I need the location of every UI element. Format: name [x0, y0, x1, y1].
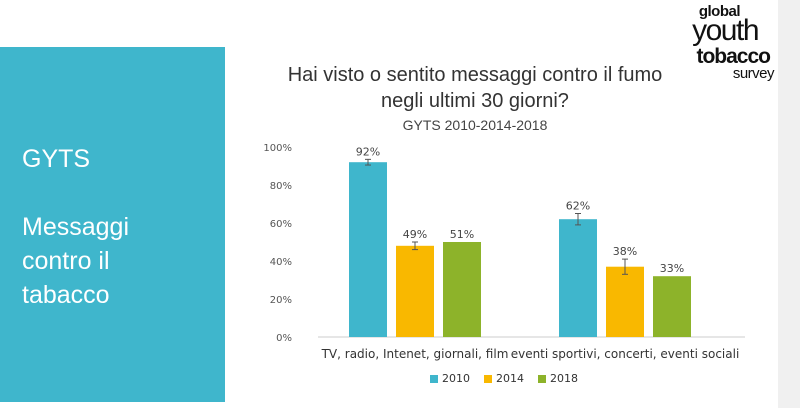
bar-2010-cat1 — [559, 219, 597, 337]
bar-2018-cat0 — [443, 242, 481, 337]
legend-label-2014: 2014 — [496, 372, 524, 385]
data-label: 92% — [356, 145, 380, 158]
bar-2014-cat0 — [396, 245, 434, 337]
legend-swatch-2018 — [538, 374, 546, 383]
legend-swatch-2010 — [430, 374, 438, 383]
bar-2018-cat1 — [653, 276, 691, 337]
legend-item-2014: 2014 — [484, 372, 524, 385]
chart-subtitle: GYTS 2010-2014-2018 — [402, 117, 548, 133]
category-label: eventi sportivi, concerti, eventi social… — [511, 347, 740, 361]
data-label: 38% — [613, 245, 637, 258]
y-tick-label: 40% — [270, 257, 292, 268]
logo-line-global: global — [698, 3, 741, 20]
y-tick-label: 0% — [276, 333, 292, 344]
chart-title-line2: negli ultimi 30 giorni? — [381, 90, 569, 112]
logo-line-tobacco: tobacco — [696, 45, 771, 68]
bar-2010-cat0 — [349, 162, 387, 337]
logo-line-youth: youth — [692, 14, 759, 47]
logo-line-survey: survey — [732, 65, 775, 82]
y-tick-label: 20% — [270, 295, 292, 306]
legend-swatch-2014 — [484, 374, 492, 383]
data-label: 49% — [403, 228, 427, 241]
gyts-logo: global youth tobacco survey — [676, 4, 776, 86]
sidebar-text: GYTS Messaggi contro il tabacco — [22, 142, 192, 312]
category-label: TV, radio, Intenet, giornali, film — [321, 347, 509, 361]
sidebar-panel: GYTS Messaggi contro il tabacco — [0, 47, 225, 402]
sidebar-subtitle: Messaggi contro il tabacco — [22, 213, 129, 309]
sidebar-title: GYTS — [22, 145, 91, 173]
legend-label-2018: 2018 — [550, 372, 578, 385]
y-tick-label: 80% — [270, 181, 292, 192]
legend-item-2010: 2010 — [430, 372, 470, 385]
data-label: 33% — [660, 262, 684, 275]
chart-title: Hai visto o sentito messaggi contro il f… — [287, 64, 663, 86]
data-label: 62% — [566, 200, 590, 213]
legend-label-2010: 2010 — [442, 372, 470, 385]
y-tick-label: 60% — [270, 219, 292, 230]
legend-item-2018: 2018 — [538, 372, 578, 385]
chart-legend: 2010 2014 2018 — [430, 372, 578, 385]
right-edge-band — [778, 0, 800, 408]
bar-2014-cat1 — [606, 266, 644, 337]
data-label: 51% — [450, 228, 474, 241]
y-tick-label: 100% — [263, 143, 292, 154]
